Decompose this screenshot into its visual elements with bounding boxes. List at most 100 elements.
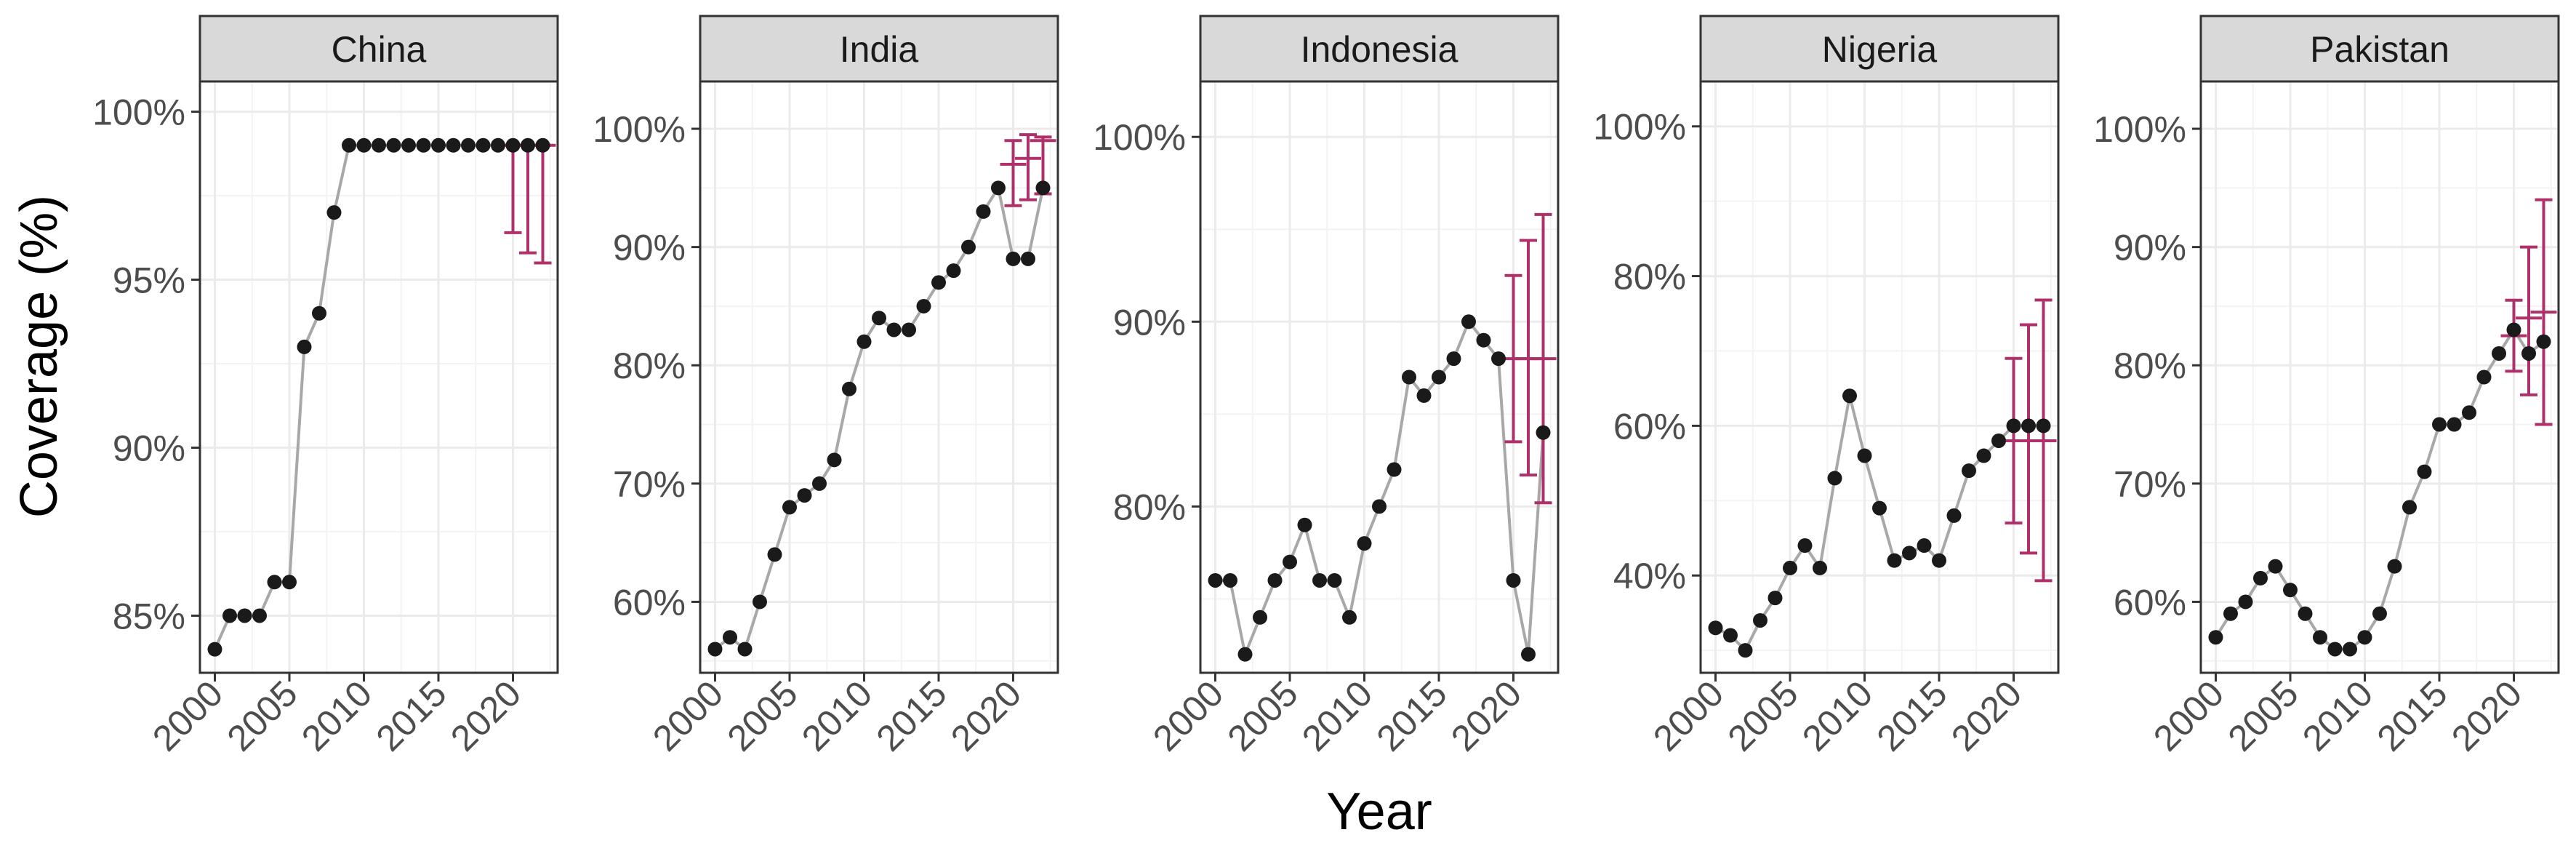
x-tick-label: 2005 — [1720, 673, 1806, 759]
y-tick-label: 90% — [113, 428, 185, 469]
data-point — [1372, 499, 1387, 514]
data-point — [1962, 463, 1976, 479]
data-point — [1237, 647, 1253, 662]
y-tick-label: 80% — [1113, 487, 1186, 527]
data-point — [1917, 538, 1932, 554]
x-tick-label: 2010 — [794, 673, 880, 759]
x-tick-label: 2005 — [220, 673, 305, 759]
data-point — [1768, 591, 1783, 606]
data-point — [1416, 388, 1432, 403]
data-point — [1327, 572, 1342, 588]
data-point — [2521, 345, 2536, 361]
data-point — [1521, 647, 1536, 662]
data-point — [1021, 251, 1035, 266]
data-point — [902, 322, 916, 337]
data-point — [222, 608, 237, 623]
data-point — [991, 180, 1006, 196]
y-tick-label: 90% — [2114, 228, 2186, 268]
x-tick-label: 2005 — [1220, 673, 1306, 759]
x-tick-label: 2000 — [645, 673, 731, 759]
y-tick-label: 60% — [613, 582, 686, 623]
data-point — [2313, 630, 2327, 645]
x-axis-title: Year — [1326, 783, 1432, 841]
data-point — [1006, 251, 1021, 266]
x-tick-label: 2000 — [1645, 673, 1731, 759]
data-point — [767, 547, 782, 562]
data-point — [535, 137, 550, 153]
plot-background — [1200, 81, 1558, 673]
data-point — [1536, 425, 1551, 440]
data-point — [2476, 369, 2492, 385]
data-point — [282, 575, 297, 590]
data-point — [491, 137, 505, 153]
data-point — [237, 608, 252, 623]
data-point — [1902, 546, 1917, 561]
data-point — [1297, 517, 1312, 532]
x-tick-label: 2020 — [443, 673, 529, 759]
data-point — [476, 137, 491, 153]
facet-strip — [2199, 15, 2560, 83]
y-tick-label: 60% — [2114, 582, 2186, 623]
y-tick-label: 80% — [1613, 257, 1686, 297]
data-point — [1932, 553, 1946, 568]
y-tick-label: 80% — [613, 345, 686, 386]
data-point — [1813, 560, 1827, 575]
data-point — [1208, 572, 1223, 588]
data-point — [961, 239, 976, 255]
data-point — [753, 594, 767, 610]
data-point — [2387, 559, 2402, 574]
data-point — [2021, 418, 2036, 434]
data-point — [386, 137, 401, 153]
x-tick-label: 2010 — [294, 673, 380, 759]
data-point — [2283, 583, 2298, 598]
data-point — [1357, 536, 1372, 551]
data-point — [2536, 334, 2551, 349]
data-point — [2447, 417, 2462, 432]
facet-label: India — [840, 29, 919, 70]
data-point — [521, 137, 535, 153]
y-tick-label: 90% — [613, 228, 686, 268]
y-tick-label: 90% — [1113, 302, 1186, 343]
x-tick-label: 2005 — [2220, 673, 2306, 759]
data-point — [1476, 332, 1491, 348]
y-tick-label: 70% — [613, 464, 686, 505]
data-point — [827, 452, 842, 468]
y-tick-label: 100% — [2093, 109, 2186, 150]
data-point — [1991, 433, 2006, 448]
y-tick-label: 85% — [113, 596, 185, 636]
data-point — [1708, 620, 1723, 636]
data-point — [737, 642, 753, 657]
data-point — [842, 381, 856, 396]
data-point — [1283, 554, 1297, 570]
x-tick-label: 2015 — [1869, 673, 1955, 759]
data-point — [1506, 572, 1521, 588]
data-point — [446, 137, 461, 153]
y-tick-label: 95% — [113, 260, 185, 301]
data-point — [2036, 418, 2051, 434]
facet-strip — [1699, 15, 2060, 83]
data-point — [931, 275, 946, 290]
data-point — [916, 298, 931, 313]
data-point — [1432, 369, 1446, 385]
data-point — [401, 137, 416, 153]
y-tick-label: 100% — [1093, 117, 1186, 158]
data-point — [856, 334, 872, 349]
data-point — [2343, 642, 2357, 657]
data-point — [252, 608, 267, 623]
x-tick-label: 2020 — [1943, 673, 2029, 759]
data-point — [2238, 594, 2253, 610]
x-tick-label: 2015 — [369, 673, 454, 759]
data-point — [372, 137, 386, 153]
data-point — [1312, 572, 1327, 588]
data-point — [1827, 471, 1842, 486]
data-point — [1857, 448, 1872, 463]
data-point — [2223, 606, 2238, 621]
data-point — [2402, 500, 2417, 515]
data-point — [2298, 606, 2313, 621]
data-point — [886, 322, 902, 337]
facet-strip — [1199, 15, 1560, 83]
y-axis-title: Coverage (%) — [10, 195, 68, 518]
x-tick-label: 2010 — [1794, 673, 1880, 759]
